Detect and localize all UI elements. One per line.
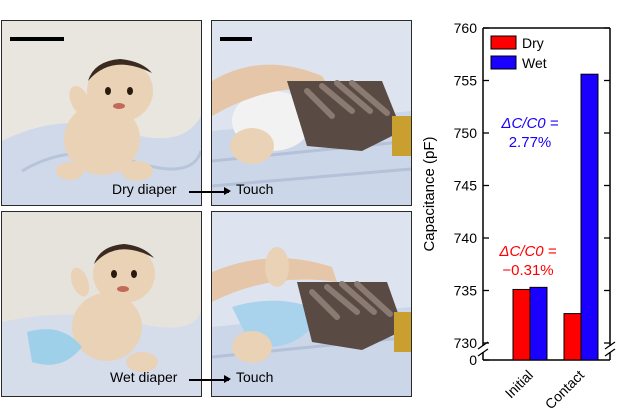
axis-break-mark [604, 348, 616, 357]
baby-doll-illustration [2, 21, 201, 205]
axis-break-mark [477, 341, 489, 350]
y-tick-label: 750 [454, 125, 478, 141]
y-tick-label: 745 [454, 178, 478, 194]
robot-hand-touch-illustration [212, 21, 411, 205]
arrow-icon [189, 376, 231, 382]
y-axis-label: Capacitance (pF) [421, 136, 438, 251]
x-tick-label: Initial [502, 367, 536, 401]
legend-swatch-dry [490, 35, 517, 50]
legend-label-dry: Dry [522, 35, 544, 51]
scale-bar [220, 37, 252, 41]
y-tick-label: 735 [454, 283, 478, 299]
dry-touch-photo [211, 20, 412, 206]
robot-hand-touch-wet-illustration [212, 212, 411, 396]
x-tick-label: Contact [542, 367, 588, 413]
y-tick-label: 740 [454, 230, 478, 246]
bar-wet-contact [580, 73, 599, 361]
y-tick-label: 730 [454, 335, 478, 351]
bar-dry-contact [563, 313, 582, 361]
dry-diaper-caption: Dry diaper [112, 181, 177, 197]
annotation-ratio-label: ΔC/C0 = [500, 115, 558, 132]
annotation-ratio-label: ΔC/C0 = [498, 243, 556, 260]
wet-diaper-caption: Wet diaper [110, 369, 178, 385]
annotation-percent-label: 2.77% [509, 134, 552, 151]
bar-wet-initial [529, 286, 548, 361]
wet-baby-photo [1, 211, 202, 397]
wet-touch-photo [211, 211, 412, 397]
y-tick-label: 0 [469, 352, 477, 368]
scale-bar [10, 37, 64, 41]
y-tick-label: 760 [454, 20, 478, 36]
arrow-icon [189, 188, 231, 194]
bar-dry-initial [512, 288, 531, 361]
legend-swatch-wet [490, 55, 517, 70]
legend-label-wet: Wet [522, 55, 547, 71]
axis-break-mark [604, 341, 616, 350]
y-tick-label: 755 [454, 73, 478, 89]
baby-doll-wet-diaper-illustration [2, 212, 201, 396]
annotation-percent-label: −0.31% [502, 262, 553, 279]
axis-break-mark [477, 348, 489, 357]
wet-touch-caption: Touch [236, 369, 274, 385]
dry-touch-caption: Touch [236, 181, 274, 197]
dry-baby-photo [1, 20, 202, 206]
